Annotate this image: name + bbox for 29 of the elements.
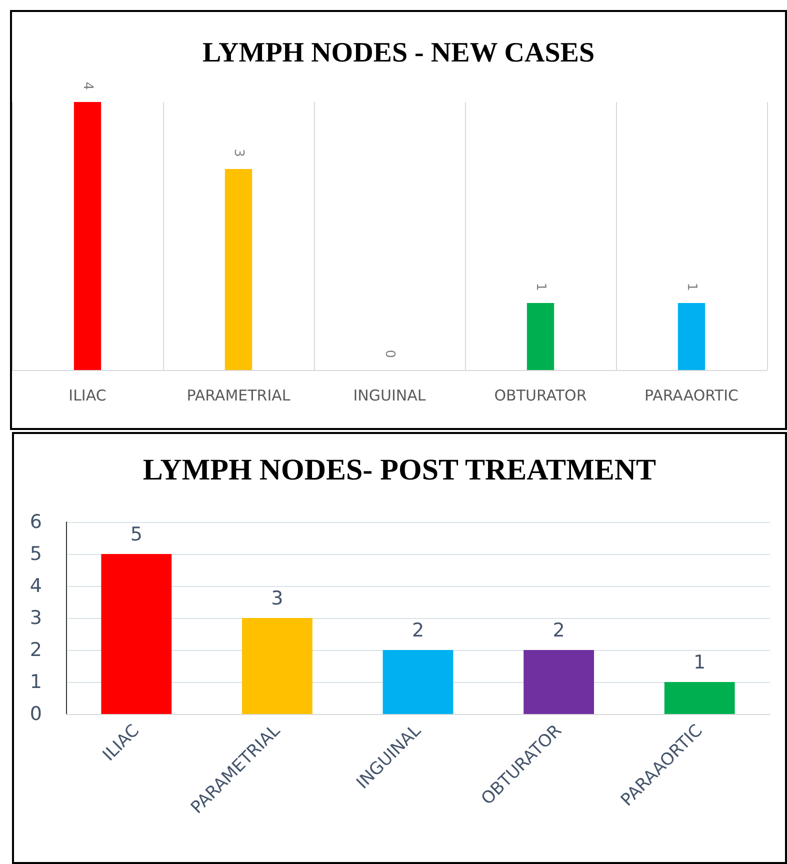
data-label: 5: [130, 524, 142, 546]
y-tick-label: 1: [30, 671, 42, 693]
x-tick-label: PARAMETRIAL: [186, 386, 291, 404]
y-tick-label: 3: [30, 607, 42, 629]
chart-title: LYMPH NODES- POST TREATMENT: [142, 454, 656, 486]
x-tick-label: OBTURATOR: [494, 386, 587, 404]
x-tick-label: PARAAORTIC: [644, 386, 739, 404]
y-tick-label: 2: [30, 639, 42, 661]
data-label: 4: [80, 82, 95, 90]
data-label: 1: [684, 282, 699, 291]
y-tick-label: 5: [30, 543, 42, 565]
data-label: 0: [382, 350, 397, 358]
bar: [664, 682, 735, 714]
x-tick-label: ILIAC: [68, 386, 106, 404]
data-label: 1: [533, 282, 548, 291]
bar: [382, 650, 454, 714]
x-tick-label: INGUINAL: [353, 386, 426, 404]
chart-title: LYMPH NODES - NEW CASES: [202, 38, 595, 68]
data-label: 2: [412, 620, 424, 642]
data-label: 3: [271, 588, 284, 610]
y-tick-label: 0: [30, 703, 42, 725]
bar: [524, 650, 594, 714]
data-label: 2: [552, 620, 565, 642]
y-tick-label: 6: [30, 511, 42, 533]
bar: [101, 554, 172, 714]
data-label: 1: [694, 652, 706, 674]
y-tick-label: 4: [30, 575, 42, 597]
bar: [242, 618, 312, 714]
data-label: 3: [231, 148, 246, 157]
